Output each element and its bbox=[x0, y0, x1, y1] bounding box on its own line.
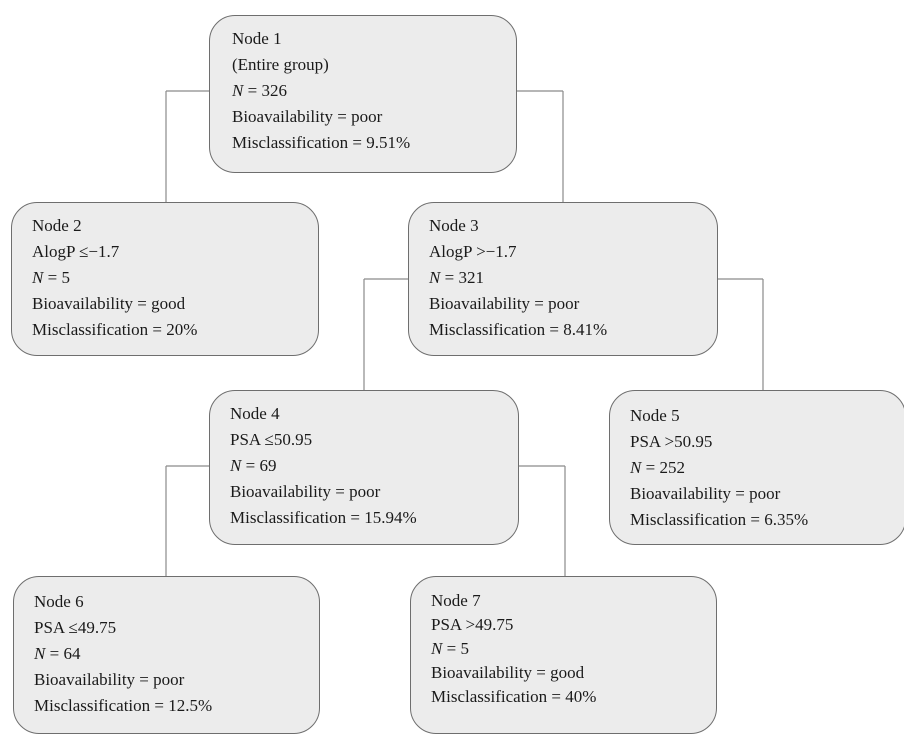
node-condition: AlogP >−1.7 bbox=[429, 242, 517, 261]
node-condition: AlogP ≤−1.7 bbox=[32, 242, 120, 261]
node-bioavailability: Bioavailability = poor bbox=[630, 484, 781, 503]
node-title: Node 3 bbox=[429, 216, 479, 235]
tree-node-2: Node 2 AlogP ≤−1.7 N = 5 Bioavailability… bbox=[11, 202, 319, 356]
node-condition: PSA ≤49.75 bbox=[34, 618, 117, 637]
node-bioavailability: Bioavailability = good bbox=[431, 663, 585, 682]
node-title: Node 5 bbox=[630, 406, 680, 425]
node-title: Node 6 bbox=[34, 592, 84, 611]
node-condition: (Entire group) bbox=[232, 55, 329, 74]
tree-node-4: Node 4 PSA ≤50.95 N = 69 Bioavailability… bbox=[209, 390, 519, 545]
node-count: N = 64 bbox=[34, 644, 81, 663]
node-misclassification: Misclassification = 15.94% bbox=[230, 508, 417, 527]
node-count: N = 5 bbox=[32, 268, 70, 287]
node-count: N = 5 bbox=[431, 639, 469, 658]
node-misclassification: Misclassification = 20% bbox=[32, 320, 198, 339]
node-condition: PSA ≤50.95 bbox=[230, 430, 313, 449]
node-count: N = 69 bbox=[230, 456, 277, 475]
node-title: Node 4 bbox=[230, 404, 280, 423]
node-condition: PSA >49.75 bbox=[431, 615, 514, 634]
node-bioavailability: Bioavailability = good bbox=[32, 294, 186, 313]
node-misclassification: Misclassification = 8.41% bbox=[429, 320, 608, 339]
node-misclassification: Misclassification = 40% bbox=[431, 687, 597, 706]
node-title: Node 2 bbox=[32, 216, 82, 235]
node-bioavailability: Bioavailability = poor bbox=[429, 294, 580, 313]
node-bioavailability: Bioavailability = poor bbox=[230, 482, 381, 501]
node-misclassification: Misclassification = 9.51% bbox=[232, 133, 411, 152]
node-condition: PSA >50.95 bbox=[630, 432, 713, 451]
node-title: Node 1 bbox=[232, 29, 282, 48]
tree-node-7: Node 7 PSA >49.75 N = 5 Bioavailability … bbox=[410, 576, 717, 734]
tree-node-3: Node 3 AlogP >−1.7 N = 321 Bioavailabili… bbox=[408, 202, 718, 356]
tree-node-5: Node 5 PSA >50.95 N = 252 Bioavailabilit… bbox=[609, 390, 904, 545]
node-count: N = 252 bbox=[630, 458, 685, 477]
node-misclassification: Misclassification = 12.5% bbox=[34, 696, 213, 715]
node-misclassification: Misclassification = 6.35% bbox=[630, 510, 809, 529]
node-count: N = 321 bbox=[429, 268, 484, 287]
tree-node-1: Node 1 (Entire group) N = 326 Bioavailab… bbox=[209, 15, 517, 173]
node-title: Node 7 bbox=[431, 591, 481, 610]
node-bioavailability: Bioavailability = poor bbox=[34, 670, 185, 689]
node-count: N = 326 bbox=[232, 81, 287, 100]
node-bioavailability: Bioavailability = poor bbox=[232, 107, 383, 126]
tree-node-6: Node 6 PSA ≤49.75 N = 64 Bioavailability… bbox=[13, 576, 320, 734]
